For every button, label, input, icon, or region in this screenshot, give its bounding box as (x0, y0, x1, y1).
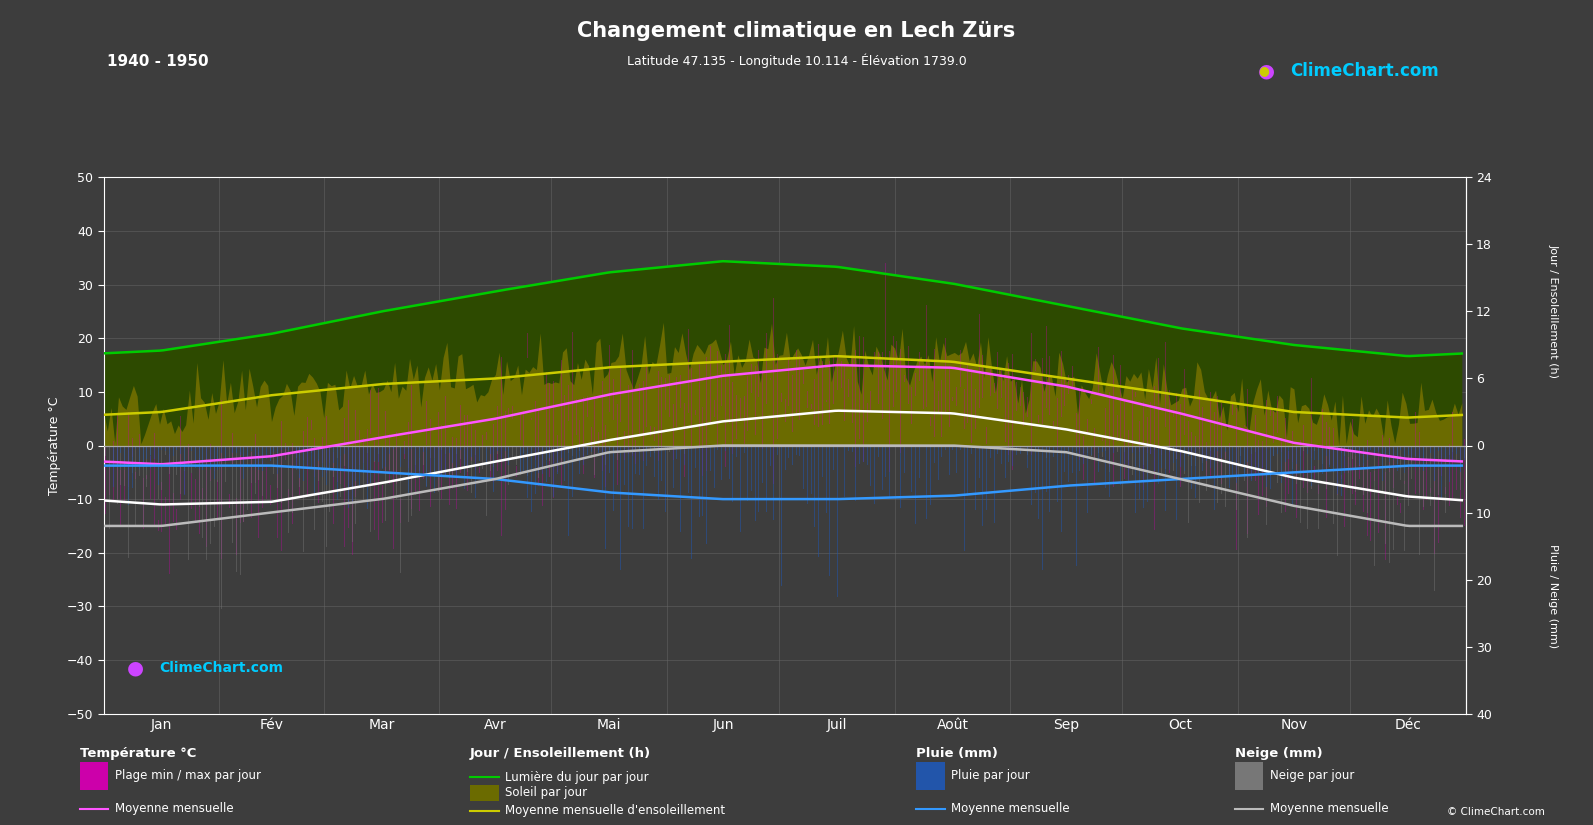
Text: Jour / Ensoleillement (h): Jour / Ensoleillement (h) (1548, 244, 1558, 379)
Text: Latitude 47.135 - Longitude 10.114 - Élévation 1739.0: Latitude 47.135 - Longitude 10.114 - Élé… (626, 54, 967, 68)
Text: Neige (mm): Neige (mm) (1235, 747, 1322, 760)
Text: ClimeChart.com: ClimeChart.com (159, 662, 284, 675)
Text: Lumière du jour par jour: Lumière du jour par jour (505, 771, 648, 784)
Text: ●: ● (127, 658, 143, 678)
Text: Changement climatique en Lech Zürs: Changement climatique en Lech Zürs (577, 21, 1016, 40)
Text: ●: ● (1258, 62, 1274, 81)
Text: Moyenne mensuelle d'ensoleillement: Moyenne mensuelle d'ensoleillement (505, 804, 725, 818)
Text: Pluie par jour: Pluie par jour (951, 769, 1029, 782)
Text: Moyenne mensuelle: Moyenne mensuelle (951, 802, 1069, 815)
Text: Soleil par jour: Soleil par jour (505, 786, 588, 799)
Text: Moyenne mensuelle: Moyenne mensuelle (115, 802, 233, 815)
Text: 1940 - 1950: 1940 - 1950 (107, 54, 209, 68)
Text: Moyenne mensuelle: Moyenne mensuelle (1270, 802, 1388, 815)
Text: Neige par jour: Neige par jour (1270, 769, 1354, 782)
Text: Pluie / Neige (mm): Pluie / Neige (mm) (1548, 544, 1558, 648)
Text: Pluie (mm): Pluie (mm) (916, 747, 997, 760)
Text: Température °C: Température °C (80, 747, 196, 760)
Text: ●: ● (1258, 64, 1268, 78)
Y-axis label: Température °C: Température °C (48, 396, 61, 495)
Text: Plage min / max par jour: Plage min / max par jour (115, 769, 261, 782)
Text: Jour / Ensoleillement (h): Jour / Ensoleillement (h) (470, 747, 652, 760)
Text: © ClimeChart.com: © ClimeChart.com (1448, 807, 1545, 817)
Text: ClimeChart.com: ClimeChart.com (1290, 62, 1438, 80)
